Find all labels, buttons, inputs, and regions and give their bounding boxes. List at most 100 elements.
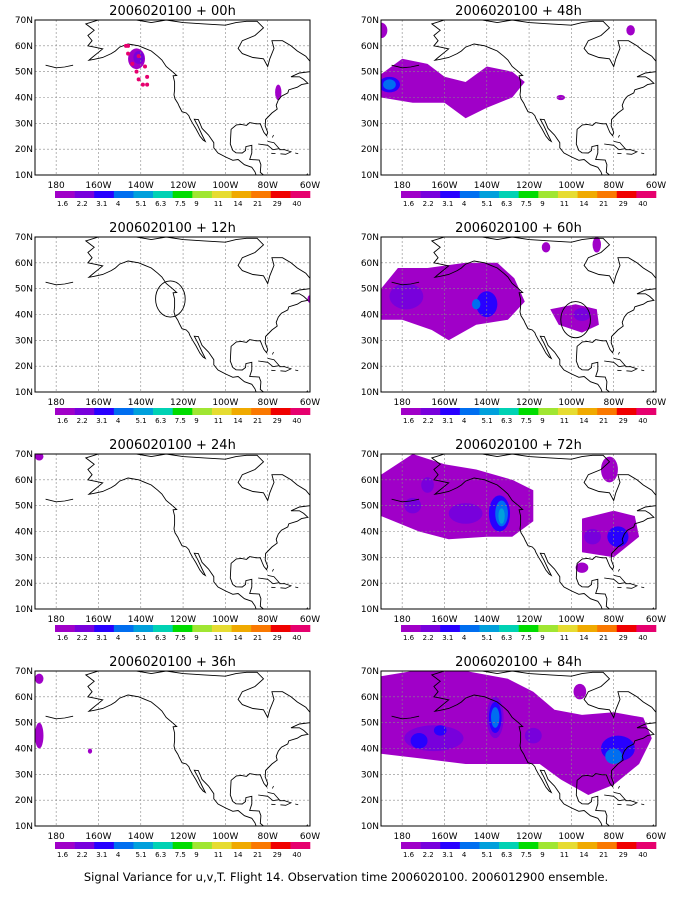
- island-outline: [604, 141, 627, 151]
- coastline: [430, 454, 656, 609]
- colorbar-swatch: [616, 842, 637, 849]
- panel-title: 2006020100 + 72h: [455, 438, 582, 453]
- colorbar-label: 5.1: [481, 851, 492, 859]
- colorbar-swatch: [440, 408, 461, 415]
- colorbar-label: 5.1: [481, 417, 492, 425]
- lon-tick-label: 180: [48, 832, 65, 842]
- colorbar-swatch: [231, 408, 252, 415]
- colorbar-label: 7.5: [521, 417, 532, 425]
- island-outline: [625, 583, 639, 589]
- island-outline: [652, 390, 655, 392]
- map-svg: 2006020100 + 84h 70N 60N 50N 40N 30N 20N 10N 180…: [361, 655, 666, 859]
- lon-tick-label: 100W: [558, 181, 584, 191]
- colorbar-label: 29: [273, 634, 282, 642]
- panel-title: 2006020100 + 24h: [109, 438, 236, 453]
- island-outline: [271, 134, 274, 138]
- colorbar-swatch: [420, 842, 441, 849]
- colorbar-swatch: [538, 191, 559, 198]
- island-outline: [306, 173, 309, 175]
- lat-tick-label: 50N: [15, 285, 33, 295]
- colorbar-label: 14: [234, 200, 243, 208]
- variance-contour: [87, 748, 93, 754]
- colorbar-label: 2.2: [77, 200, 88, 208]
- colorbar-label: 3.1: [442, 417, 453, 425]
- map-svg: 2006020100 + 12h 70N 60N 50N 40N 30N 20N 10N 180…: [15, 221, 320, 425]
- lon-tick-label: 80W: [258, 615, 278, 625]
- colorbar-swatch: [616, 191, 637, 198]
- colorbar-label: 6.3: [501, 634, 512, 642]
- map-content: [35, 454, 310, 609]
- variance-contour: [381, 671, 652, 795]
- lon-tick-label: 140W: [128, 615, 154, 625]
- colorbar-swatch: [55, 191, 75, 198]
- colorbar-label: 5.1: [481, 200, 492, 208]
- colorbar-swatch: [597, 625, 618, 632]
- colorbar-label: 1.6: [57, 417, 69, 425]
- colorbar-swatch: [518, 408, 539, 415]
- island-outline: [295, 803, 299, 806]
- colorbar-label: 7.5: [175, 634, 186, 642]
- colorbar-label: 9: [194, 851, 198, 859]
- colorbar-label: 40: [638, 417, 647, 425]
- colorbar-label: 21: [253, 851, 262, 859]
- map-panel-p36: 2006020100 + 36h 70N 60N 50N 40N 30N 20N 10N 180…: [10, 651, 340, 870]
- lon-tick-label: 80W: [258, 398, 278, 408]
- island-outline: [641, 369, 645, 372]
- lon-tick-label: 100W: [212, 615, 238, 625]
- lon-tick-label: 100W: [558, 615, 584, 625]
- colorbar-swatch: [479, 191, 500, 198]
- lat-tick-label: 60N: [15, 42, 33, 52]
- colorbar-label: 4: [462, 851, 467, 859]
- island-outline: [295, 152, 299, 155]
- map-content: [381, 20, 656, 175]
- lat-tick-label: 40N: [361, 528, 379, 538]
- colorbar-label: 1.6: [403, 200, 415, 208]
- island-outline: [625, 800, 639, 806]
- colorbar-swatch: [55, 842, 75, 849]
- colorbar-swatch: [518, 625, 539, 632]
- colorbar-swatch: [538, 408, 559, 415]
- colorbar-swatch: [94, 408, 115, 415]
- lat-tick-label: 30N: [361, 119, 379, 129]
- colorbar-label: 21: [599, 200, 608, 208]
- island-outline: [295, 586, 299, 589]
- map-frame: [380, 670, 657, 827]
- colorbar-label: 1.6: [403, 417, 415, 425]
- lat-tick-label: 10N: [361, 822, 379, 832]
- colorbar-swatch: [440, 191, 461, 198]
- colorbar-label: 3.1: [442, 200, 453, 208]
- map-frame: [34, 453, 311, 610]
- island-outline: [271, 785, 274, 789]
- lat-tick-label: 40N: [361, 94, 379, 104]
- colorbar-swatch: [597, 842, 618, 849]
- lat-tick-label: 30N: [15, 336, 33, 346]
- lat-tick-label: 50N: [361, 502, 379, 512]
- colorbar-label: 4: [462, 417, 467, 425]
- lat-tick-label: 60N: [361, 693, 379, 703]
- colorbar-swatch: [251, 625, 272, 632]
- lat-tick-label: 10N: [15, 171, 33, 181]
- map-content: [35, 20, 310, 175]
- map-panel-p24: 2006020100 + 24h 70N 60N 50N 40N 30N 20N 10N 180…: [10, 434, 340, 653]
- aleutian-outline: [45, 715, 74, 720]
- lon-tick-label: 120W: [170, 615, 196, 625]
- colorbar-swatch: [113, 408, 134, 415]
- lat-tick-label: 50N: [15, 719, 33, 729]
- lat-tick-label: 20N: [15, 145, 33, 155]
- colorbar-swatch: [133, 408, 154, 415]
- lon-tick-label: 120W: [170, 832, 196, 842]
- coastline: [430, 671, 656, 826]
- colorbar-label: 14: [234, 634, 243, 642]
- island-outline: [652, 824, 655, 826]
- lon-tick-label: 160W: [85, 398, 111, 408]
- colorbar-label: 1.6: [57, 200, 69, 208]
- lat-tick-label: 70N: [15, 450, 33, 460]
- colorbar-swatch: [55, 408, 75, 415]
- colorbar-swatch: [636, 408, 657, 415]
- flight-track-point: [134, 69, 139, 74]
- colorbar-swatch: [420, 191, 441, 198]
- lat-tick-label: 10N: [15, 388, 33, 398]
- lat-tick-label: 50N: [15, 502, 33, 512]
- map-content: [35, 671, 310, 826]
- variance-contour: [584, 528, 601, 545]
